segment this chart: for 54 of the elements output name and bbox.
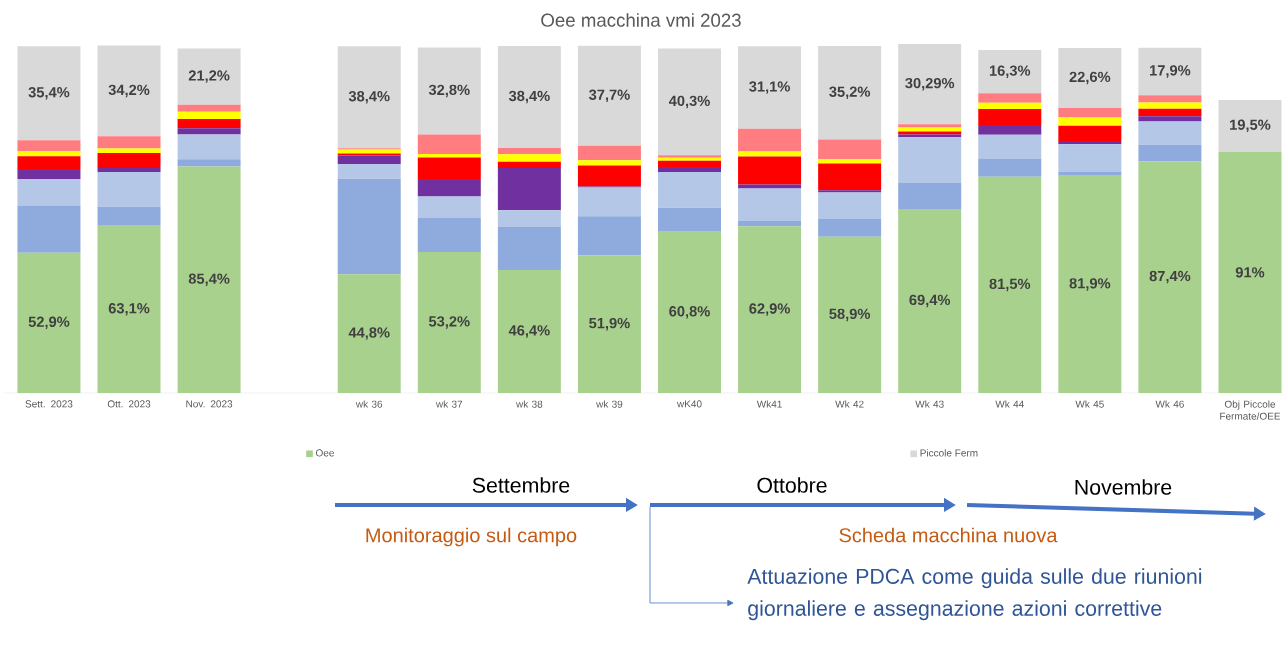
x-tick-label: wk 38 <box>516 400 543 408</box>
data-label: 35,4% <box>28 87 70 100</box>
x-tick-label: Wk 43 <box>915 400 944 408</box>
x-tick-label: Nov. 2023 <box>186 400 233 408</box>
data-label: 32,8% <box>428 84 470 98</box>
data-label: 91% <box>1235 267 1265 278</box>
text: Novembre <box>1075 479 1172 495</box>
x-tick-label: wk 37 <box>435 400 463 408</box>
data-label: 46,4% <box>508 325 550 338</box>
data-label: 16,3% <box>989 65 1031 78</box>
data-label: 17,9% <box>1150 65 1191 78</box>
data-label: 81,5% <box>989 278 1031 292</box>
text: Scheda macchina nuova <box>839 527 1058 543</box>
data-label: 38,4% <box>348 91 390 104</box>
data-label: 51,9% <box>589 317 630 331</box>
x-tick-label: Ott. 2023 <box>107 400 151 408</box>
x-tick-label: wK40 <box>676 400 702 408</box>
x-tick-label: Wk 46 <box>1155 400 1184 408</box>
data-label: 81,9% <box>1069 278 1111 291</box>
data-label: 21,2% <box>188 70 230 83</box>
legend-label: Oee <box>315 449 334 457</box>
data-label: 58,9% <box>829 308 871 322</box>
x-tick-label: Obj Piccole Fermate/OEE <box>1220 400 1281 420</box>
data-label: 69,4% <box>909 294 951 308</box>
data-label: 22,6% <box>1069 71 1111 85</box>
data-label: 35,2% <box>829 86 871 100</box>
data-label: 40,3% <box>668 95 710 109</box>
x-tick-label: wk 36 <box>355 400 383 408</box>
data-label: 53,2% <box>428 316 470 329</box>
data-label: 30,29% <box>905 77 955 91</box>
x-tick-label: Sett. 2023 <box>25 400 73 408</box>
x-tick-label: Wk 44 <box>995 400 1024 408</box>
data-label: 52,9% <box>28 316 70 330</box>
chart-title: Oee macchina vmi 2023 <box>541 13 741 27</box>
data-label: 37,7% <box>588 89 630 103</box>
x-tick-label: Wk 42 <box>835 400 864 408</box>
legend-label: Piccole Ferm <box>920 449 978 457</box>
text: Settembre <box>472 477 570 493</box>
data-label: 62,9% <box>749 303 790 316</box>
data-label: 44,8% <box>348 327 390 340</box>
data-label: 34,2% <box>108 84 150 98</box>
text: Ottobre <box>757 477 827 493</box>
data-label: 63,1% <box>108 303 150 316</box>
x-tick-label: Wk41 <box>756 400 782 408</box>
text: Attuazione PDCA come guida sulle due riunioni giornaliere e assegnazione azioni correttive <box>747 568 1202 621</box>
x-tick-label: wk 39 <box>596 400 623 408</box>
data-label: 31,1% <box>749 81 790 94</box>
data-label: 38,4% <box>508 90 550 104</box>
data-label: 19,5% <box>1230 119 1271 133</box>
data-label: 60,8% <box>669 306 710 319</box>
x-tick-label: Wk 45 <box>1075 400 1104 408</box>
data-label: 87,4% <box>1149 270 1191 284</box>
data-label: 85,4% <box>188 273 230 286</box>
text: Monitoraggio sul campo <box>366 527 577 547</box>
